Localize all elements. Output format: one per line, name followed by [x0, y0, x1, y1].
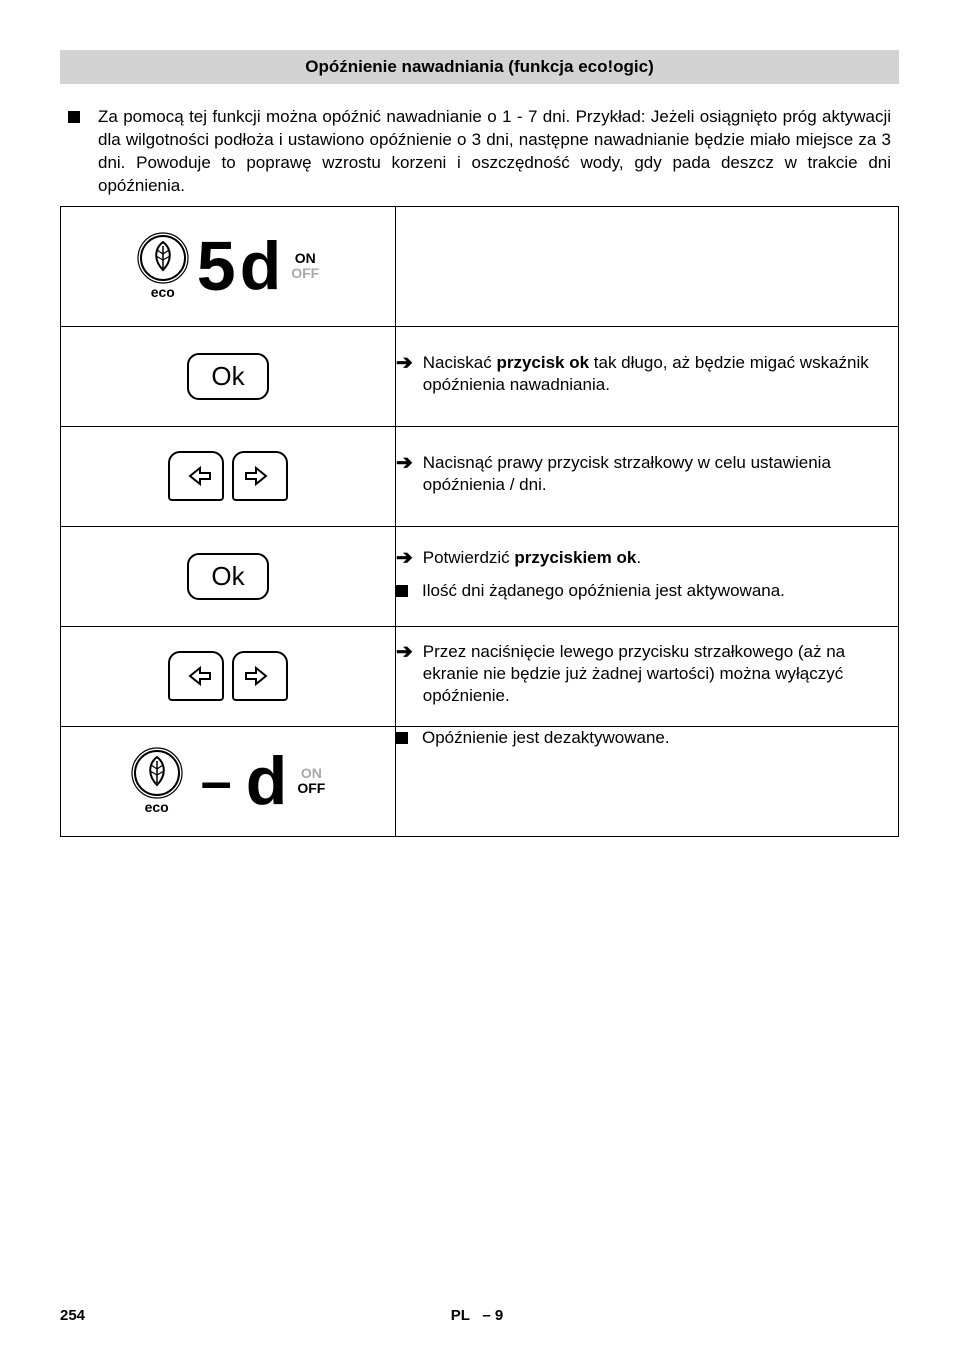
digit-5: 5: [197, 231, 232, 301]
display-cell-deactivated: eco – d ON OFF: [61, 726, 396, 836]
arrow-icon: ➔: [396, 352, 413, 375]
instruction-cell: ➔ Nacisnąć prawy przycisk strzałkowy w c…: [396, 426, 899, 526]
page-footer: 254 PL – 9: [60, 1307, 894, 1324]
arrow-icon: ➔: [396, 641, 413, 664]
eco-label: eco: [145, 799, 169, 815]
left-arrow-button[interactable]: [168, 451, 224, 501]
eco-label: eco: [151, 284, 175, 300]
right-arrow-button[interactable]: [232, 651, 288, 701]
arrows-cell: [61, 626, 396, 726]
display-cell-initial: eco 5 d ON OFF: [61, 206, 396, 326]
d-unit: d: [240, 232, 282, 300]
ok-button[interactable]: Ok: [187, 353, 268, 400]
instruction-text: Nacisnąć prawy przycisk strzałkowy w cel…: [423, 452, 898, 496]
table-row: Ok ➔ Potwierdzić przyciskiem ok. Ilość d…: [61, 526, 899, 626]
arrow-left-icon: [178, 465, 214, 487]
d-unit: d: [246, 747, 288, 815]
off-label: OFF: [291, 266, 319, 281]
arrow-right-icon: [242, 665, 278, 687]
on-label: ON: [291, 251, 319, 266]
bullet-icon: [396, 732, 408, 744]
off-label-black: OFF: [297, 781, 325, 796]
on-label-gray: ON: [297, 766, 325, 781]
page-number: 254: [60, 1307, 85, 1324]
instruction-cell: Opóźnienie jest dezaktywowane.: [396, 726, 899, 836]
bullet-icon: [396, 585, 408, 597]
intro-paragraph: Za pomocą tej funkcji można opóźnić nawa…: [60, 106, 899, 198]
dash-value: –: [191, 753, 238, 809]
instruction-text: Ilość dni żądanego opóźnienia jest aktyw…: [422, 580, 785, 602]
section-header: Opóźnienie nawadniania (funkcja eco!ogic…: [60, 50, 899, 84]
arrow-icon: ➔: [396, 547, 413, 570]
right-arrow-button[interactable]: [232, 451, 288, 501]
table-row: ➔ Nacisnąć prawy przycisk strzałkowy w c…: [61, 426, 899, 526]
empty-cell: [396, 206, 899, 326]
left-arrow-button[interactable]: [168, 651, 224, 701]
eco-leaf-icon: [137, 232, 189, 284]
eco-leaf-icon: [131, 747, 183, 799]
arrow-icon: ➔: [396, 452, 413, 475]
eco-display-off: eco – d ON OFF: [131, 747, 326, 815]
table-row: eco 5 d ON OFF: [61, 206, 899, 326]
ok-cell: Ok: [61, 526, 396, 626]
section-title: Opóźnienie nawadniania (funkcja eco!ogic…: [305, 57, 654, 76]
instruction-cell: ➔ Potwierdzić przyciskiem ok. Ilość dni …: [396, 526, 899, 626]
table-row: eco – d ON OFF Opóźnienie jest dezaktywo…: [61, 726, 899, 836]
instruction-table: eco 5 d ON OFF Ok ➔ Naciskać przycisk ok…: [60, 206, 899, 837]
arrow-left-icon: [178, 665, 214, 687]
eco-display: eco 5 d ON OFF: [137, 231, 319, 301]
page-lang: PL – 9: [451, 1307, 504, 1324]
arrows-cell: [61, 426, 396, 526]
instruction-text: Przez naciśnięcie lewego przycisku strza…: [423, 641, 898, 707]
instruction-text: Potwierdzić przyciskiem ok.: [423, 547, 641, 569]
instruction-text: Naciskać przycisk ok tak długo, aż będzi…: [423, 352, 898, 396]
instruction-cell: ➔ Naciskać przycisk ok tak długo, aż będ…: [396, 326, 899, 426]
table-row: Ok ➔ Naciskać przycisk ok tak długo, aż …: [61, 326, 899, 426]
table-row: ➔ Przez naciśnięcie lewego przycisku str…: [61, 626, 899, 726]
ok-button[interactable]: Ok: [187, 553, 268, 600]
instruction-text: Opóźnienie jest dezaktywowane.: [422, 727, 670, 749]
bullet-icon: [68, 111, 80, 123]
ok-cell: Ok: [61, 326, 396, 426]
instruction-cell: ➔ Przez naciśnięcie lewego przycisku str…: [396, 626, 899, 726]
arrow-right-icon: [242, 465, 278, 487]
intro-text: Za pomocą tej funkcji można opóźnić nawa…: [98, 106, 891, 198]
